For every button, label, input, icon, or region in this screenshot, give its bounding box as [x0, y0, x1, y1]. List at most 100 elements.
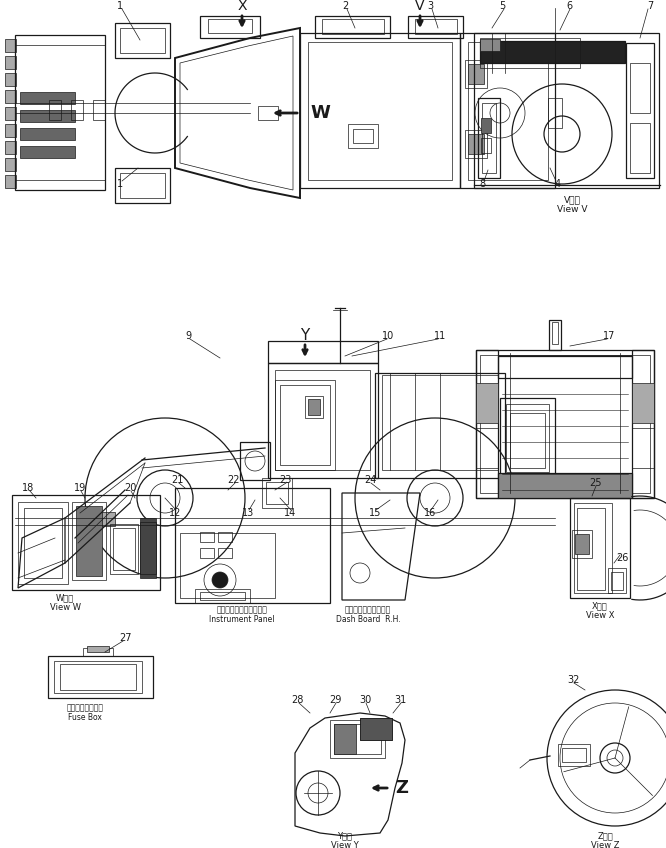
Bar [360, 718, 392, 740]
Bar [476, 383, 498, 423]
Text: W　視: W 視 [56, 594, 74, 602]
Bar [465, 130, 487, 158]
Bar [20, 92, 75, 104]
Bar [20, 110, 75, 122]
Bar [120, 173, 165, 198]
Bar [140, 518, 156, 578]
Bar [5, 90, 16, 103]
Bar [15, 45, 105, 180]
Bar [562, 748, 586, 762]
Text: Z: Z [396, 779, 408, 797]
Text: 27: 27 [119, 633, 131, 643]
Text: Y　視: Y 視 [338, 832, 352, 840]
Bar [574, 503, 612, 593]
Bar [330, 720, 385, 758]
Bar [15, 35, 105, 190]
Bar [218, 532, 232, 542]
Text: 22: 22 [228, 475, 240, 485]
Circle shape [212, 572, 228, 588]
Text: View Y: View Y [331, 840, 359, 848]
Text: View Z: View Z [591, 840, 619, 848]
Bar [481, 138, 491, 153]
Text: 32: 32 [567, 675, 579, 685]
Bar [268, 341, 378, 363]
Bar [48, 656, 153, 698]
Bar [382, 375, 498, 470]
Bar [95, 512, 115, 526]
Text: 28: 28 [291, 695, 303, 705]
Bar [5, 73, 16, 86]
Text: 23: 23 [279, 475, 291, 485]
Text: ダッシュボート　右側: ダッシュボート 右側 [345, 605, 391, 615]
Bar [476, 350, 654, 498]
Bar [54, 661, 142, 693]
Text: 24: 24 [364, 475, 376, 485]
Text: 3: 3 [427, 1, 433, 11]
Bar [476, 428, 498, 468]
Bar [218, 548, 232, 558]
Bar [572, 530, 592, 558]
Text: 5: 5 [499, 1, 505, 11]
Bar [20, 128, 75, 140]
Text: 10: 10 [382, 331, 394, 341]
Bar [208, 19, 252, 33]
Bar [474, 33, 659, 188]
Text: ヒューズボックス: ヒューズボックス [67, 704, 103, 712]
Bar [480, 38, 580, 68]
Bar [200, 548, 214, 558]
Bar [510, 413, 545, 468]
Bar [460, 33, 555, 188]
Bar [630, 63, 650, 113]
Bar [5, 141, 16, 154]
Text: 25: 25 [589, 478, 601, 488]
Bar [5, 56, 16, 69]
Text: W: W [310, 104, 330, 122]
Bar [334, 724, 356, 754]
Bar [577, 508, 605, 590]
Bar [360, 718, 392, 740]
Bar [266, 482, 288, 504]
Bar [18, 502, 68, 584]
Text: 11: 11 [434, 331, 446, 341]
Text: Y: Y [300, 328, 310, 343]
Text: V　視: V 視 [563, 196, 581, 204]
Bar [262, 478, 292, 508]
Bar [408, 16, 463, 38]
Bar [630, 123, 650, 173]
Bar [632, 428, 654, 468]
Bar [300, 33, 460, 188]
Text: View W: View W [49, 602, 81, 611]
Bar [5, 107, 16, 120]
Bar [24, 508, 62, 578]
Bar [12, 495, 160, 590]
Text: 16: 16 [424, 508, 436, 518]
Text: 20: 20 [124, 483, 136, 493]
Bar [575, 534, 589, 554]
Text: インスツルメントハネル: インスツルメントハネル [216, 605, 268, 615]
Text: 26: 26 [616, 553, 628, 563]
Text: V: V [415, 0, 425, 13]
Text: Dash Board  R.H.: Dash Board R.H. [336, 615, 400, 623]
Bar [632, 350, 654, 498]
Bar [110, 524, 138, 574]
Bar [240, 442, 270, 480]
Bar [115, 23, 170, 58]
Bar [506, 404, 549, 472]
Text: 9: 9 [185, 331, 191, 341]
Bar [548, 98, 562, 128]
Bar [498, 473, 632, 498]
Bar [87, 646, 109, 652]
Bar [5, 39, 16, 52]
Bar [468, 42, 548, 180]
Bar [305, 396, 323, 418]
Text: 21: 21 [170, 475, 183, 485]
Bar [626, 43, 654, 178]
Bar [49, 100, 61, 120]
Bar [113, 528, 135, 570]
Bar [478, 98, 500, 178]
Bar [375, 373, 505, 478]
Text: 14: 14 [284, 508, 296, 518]
Bar [353, 129, 373, 143]
Bar [200, 592, 245, 600]
Text: 6: 6 [566, 1, 572, 11]
